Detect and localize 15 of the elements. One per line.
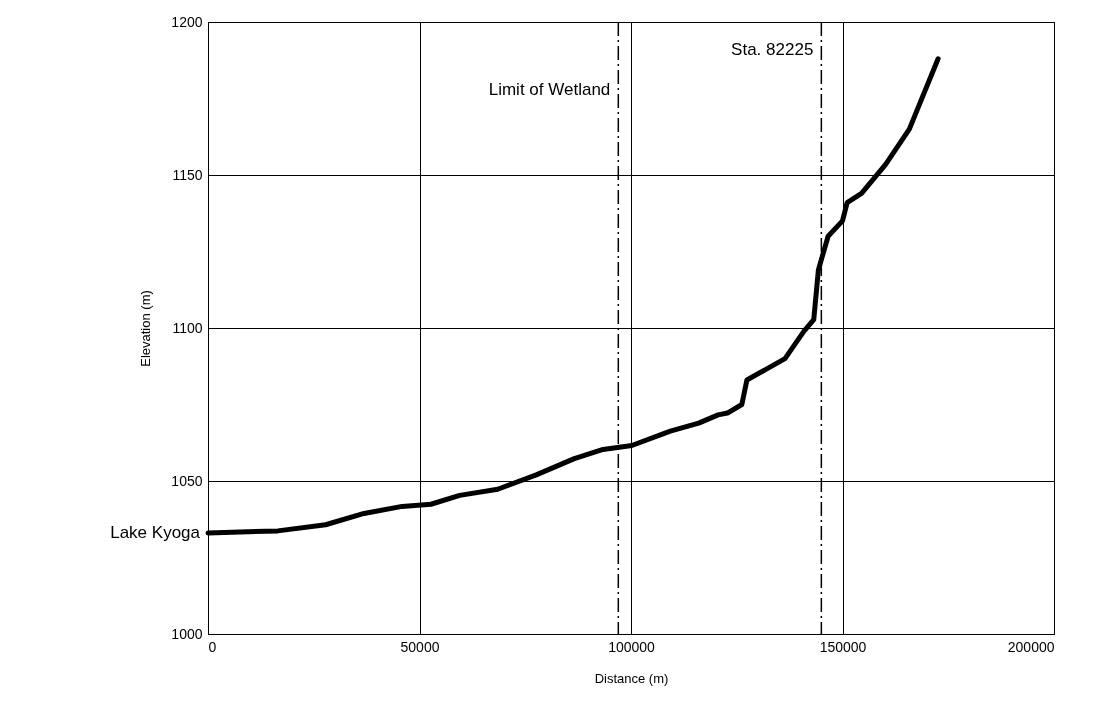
x-tick-label: 0 [208,638,217,655]
y-tick-label: 1050 [171,472,203,489]
y-tick-label: 1100 [172,319,203,336]
x-tick-label: 100000 [608,638,656,655]
ref-line-label: Limit of Wetland [488,80,611,99]
y-axis-title: Elevation (m) [138,290,154,367]
x-tick-label: 50000 [400,638,440,655]
y-tick-label: 1150 [172,166,203,183]
annotation: Lake Kyoga [110,523,201,543]
ref-line-label: Sta. 82225 [731,40,814,59]
x-tick-label: 200000 [1007,638,1055,655]
y-tick-label: 1000 [171,625,203,642]
x-axis-title: Distance (m) [594,670,669,686]
y-tick-label: 1200 [171,13,203,30]
x-tick-label: 150000 [819,638,867,655]
